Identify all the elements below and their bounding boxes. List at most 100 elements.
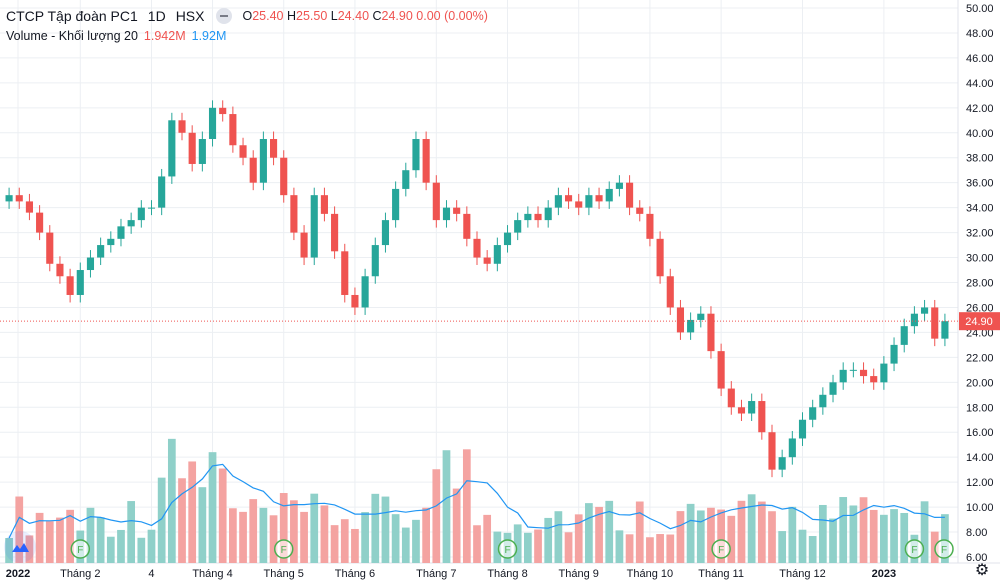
candle[interactable] [493, 237, 501, 272]
candle[interactable] [219, 100, 227, 122]
candle[interactable] [656, 231, 664, 284]
candle[interactable] [605, 181, 613, 209]
candle[interactable] [819, 387, 827, 415]
candle[interactable] [666, 268, 674, 315]
candle[interactable] [97, 237, 105, 266]
candle[interactable] [768, 424, 776, 478]
candle[interactable] [381, 212, 390, 253]
candle[interactable] [941, 313, 949, 347]
time-axis[interactable]: 2022 Tháng 2 4 Tháng 4 Tháng 5 Tháng 6 Tháng 7… [0, 562, 1000, 580]
candle[interactable] [198, 131, 206, 172]
candle[interactable] [900, 318, 908, 353]
candle[interactable] [76, 262, 84, 303]
candle[interactable] [839, 362, 847, 390]
event-marker[interactable]: F [70, 539, 91, 559]
candle[interactable] [473, 231, 481, 266]
candle[interactable] [310, 187, 318, 266]
event-marker[interactable]: F [497, 539, 518, 559]
candle[interactable] [158, 168, 166, 216]
candle[interactable] [56, 256, 64, 284]
candle[interactable] [554, 187, 562, 216]
candle[interactable] [15, 187, 23, 209]
candle[interactable] [269, 131, 278, 166]
candle[interactable] [86, 250, 95, 278]
candle[interactable] [748, 393, 756, 421]
candle[interactable] [626, 175, 634, 216]
candle[interactable] [239, 137, 247, 166]
candle[interactable] [676, 299, 685, 340]
candle[interactable] [341, 243, 349, 303]
candle[interactable] [798, 412, 807, 446]
candle[interactable] [300, 225, 308, 266]
candle[interactable] [615, 175, 623, 197]
candle[interactable] [442, 200, 451, 228]
candle[interactable] [412, 131, 420, 178]
candle[interactable] [564, 187, 573, 209]
candle[interactable] [646, 206, 654, 247]
candle[interactable] [717, 343, 725, 397]
candle[interactable] [849, 362, 857, 378]
candle[interactable] [46, 225, 54, 272]
candle[interactable] [361, 268, 369, 315]
symbol-title[interactable]: CTCP Tập đoàn PC1 [6, 8, 138, 24]
candle[interactable] [5, 187, 13, 209]
candle[interactable] [524, 206, 532, 228]
event-marker[interactable]: F [934, 539, 954, 559]
candle[interactable] [503, 225, 512, 253]
candle[interactable] [320, 187, 328, 222]
candle[interactable] [127, 212, 135, 234]
candle[interactable] [402, 162, 410, 197]
candle[interactable] [422, 131, 430, 191]
candle[interactable] [585, 187, 593, 216]
candle[interactable] [331, 206, 339, 259]
interval-label[interactable]: 1D [147, 8, 166, 24]
candle[interactable] [758, 393, 766, 440]
candle[interactable] [117, 218, 125, 247]
candle[interactable] [66, 268, 74, 303]
candle[interactable] [137, 200, 145, 228]
candle[interactable] [687, 312, 695, 340]
candle[interactable] [25, 193, 33, 221]
candle[interactable] [351, 287, 359, 315]
candle[interactable] [178, 112, 186, 141]
candle[interactable] [208, 100, 217, 147]
candle[interactable] [921, 299, 929, 322]
candle[interactable] [890, 337, 898, 372]
candle[interactable] [463, 206, 471, 247]
candle[interactable] [931, 299, 939, 347]
candle[interactable] [147, 200, 156, 216]
candle[interactable] [809, 399, 817, 428]
candle[interactable] [534, 206, 542, 228]
candle[interactable] [290, 187, 298, 241]
candle[interactable] [229, 106, 237, 153]
candle[interactable] [280, 150, 288, 203]
candles[interactable] [5, 100, 949, 478]
candle[interactable] [514, 212, 522, 241]
candle[interactable] [36, 205, 44, 241]
price-axis[interactable]: 50.00 48.00 46.00 44.00 42.00 40.00 38.00 36.00… [957, 0, 994, 564]
candle[interactable] [859, 362, 868, 384]
candle[interactable] [259, 131, 267, 191]
volume-label[interactable]: Volume - Khối lượng 20 [6, 29, 138, 43]
candle[interactable] [697, 306, 705, 328]
candle[interactable] [544, 200, 552, 228]
event-marker[interactable]: F [273, 539, 294, 559]
candle[interactable] [595, 187, 603, 209]
settings-gear-icon[interactable]: ⚙ [974, 562, 990, 579]
candle[interactable] [636, 200, 644, 222]
candle[interactable] [910, 306, 918, 334]
candle[interactable] [432, 175, 440, 228]
candle[interactable] [188, 125, 196, 172]
collapse-legend-icon[interactable] [216, 8, 233, 24]
candle[interactable] [575, 193, 583, 216]
event-marker[interactable]: F [904, 539, 925, 559]
candle[interactable] [880, 356, 888, 390]
candle[interactable] [707, 306, 715, 359]
candle[interactable] [371, 237, 379, 284]
candle[interactable] [788, 430, 796, 465]
tradingview-logo[interactable] [4, 531, 36, 563]
candle[interactable] [392, 181, 400, 228]
